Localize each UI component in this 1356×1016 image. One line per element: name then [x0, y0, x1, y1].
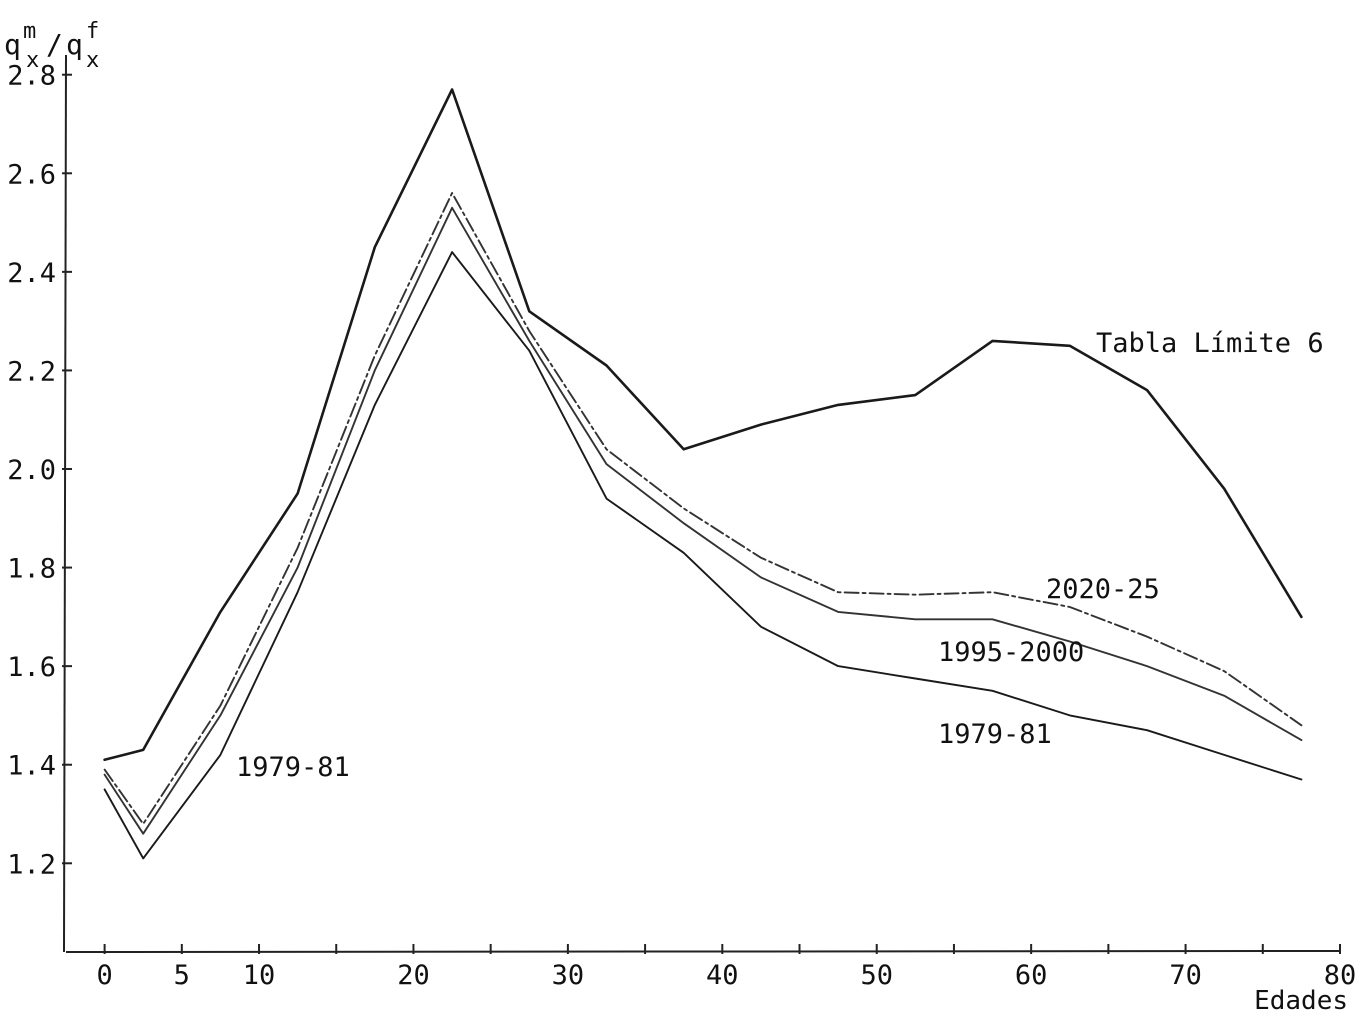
y-tick-label: 1.2 — [7, 849, 56, 880]
y-axis-label-sup-f: f — [86, 19, 99, 44]
x-tick-label: 0 — [96, 960, 112, 991]
y-tick-label: 1.4 — [7, 751, 56, 782]
annotation-1979-81-left: 1979-81 — [236, 752, 350, 783]
y-axis-label: q m x / q f x — [4, 19, 99, 73]
annotation-tabla-limite-6: Tabla Límite 6 — [1096, 328, 1324, 359]
y-axis-label-q2: q — [66, 28, 83, 61]
series-line-1995-2000 — [103, 206, 1303, 835]
y-axis-label-sub-x2: x — [86, 48, 99, 73]
y-tick-label: 1.8 — [7, 554, 56, 585]
y-ticks: 1.2 1.4 1.6 1.8 2.0 2.2 2.4 2.6 2.8 — [7, 61, 72, 880]
series-line-tabla-l-mite-6 — [103, 88, 1303, 762]
y-tick-label: 2.2 — [7, 356, 56, 387]
x-tick-label: 80 — [1324, 960, 1356, 991]
x-tick-label: 40 — [706, 960, 739, 991]
annotations: Tabla Límite 6 2020-25 1995-2000 1979-81… — [236, 328, 1324, 783]
y-tick-label: 2.4 — [7, 258, 56, 289]
series-line-2020-25 — [103, 192, 1303, 825]
y-axis-label-q1: q — [4, 28, 21, 61]
x-tick-label: 20 — [397, 960, 430, 991]
x-ticks: 0 5 10 20 30 40 50 60 70 80 — [96, 944, 1356, 991]
annotation-2020-25: 2020-25 — [1046, 574, 1160, 605]
y-axis-label-sub-x1: x — [26, 48, 39, 73]
y-tick-label: 2.8 — [7, 61, 56, 92]
y-tick-label: 2.6 — [7, 159, 56, 190]
y-axis-label-sup-m: m — [23, 19, 36, 44]
x-tick-label: 30 — [552, 960, 585, 991]
x-tick-label: 60 — [1015, 960, 1048, 991]
x-tick-label: 5 — [174, 960, 190, 991]
x-tick-label: 50 — [860, 960, 893, 991]
x-tick-label: 10 — [243, 960, 276, 991]
annotation-1995-2000: 1995-2000 — [938, 637, 1084, 668]
y-tick-label: 1.6 — [7, 652, 56, 683]
series-group — [103, 88, 1303, 860]
series-line-1979-81 — [103, 251, 1303, 860]
x-axis-line — [65, 950, 1341, 953]
x-tick-label: 70 — [1169, 960, 1202, 991]
y-tick-label: 2.0 — [7, 455, 56, 486]
x-axis-label: Edades — [1254, 986, 1348, 1016]
annotation-1979-81-right: 1979-81 — [938, 719, 1052, 750]
y-axis-line — [63, 54, 67, 953]
y-axis-label-slash: / — [46, 28, 63, 61]
axes — [63, 54, 1341, 953]
